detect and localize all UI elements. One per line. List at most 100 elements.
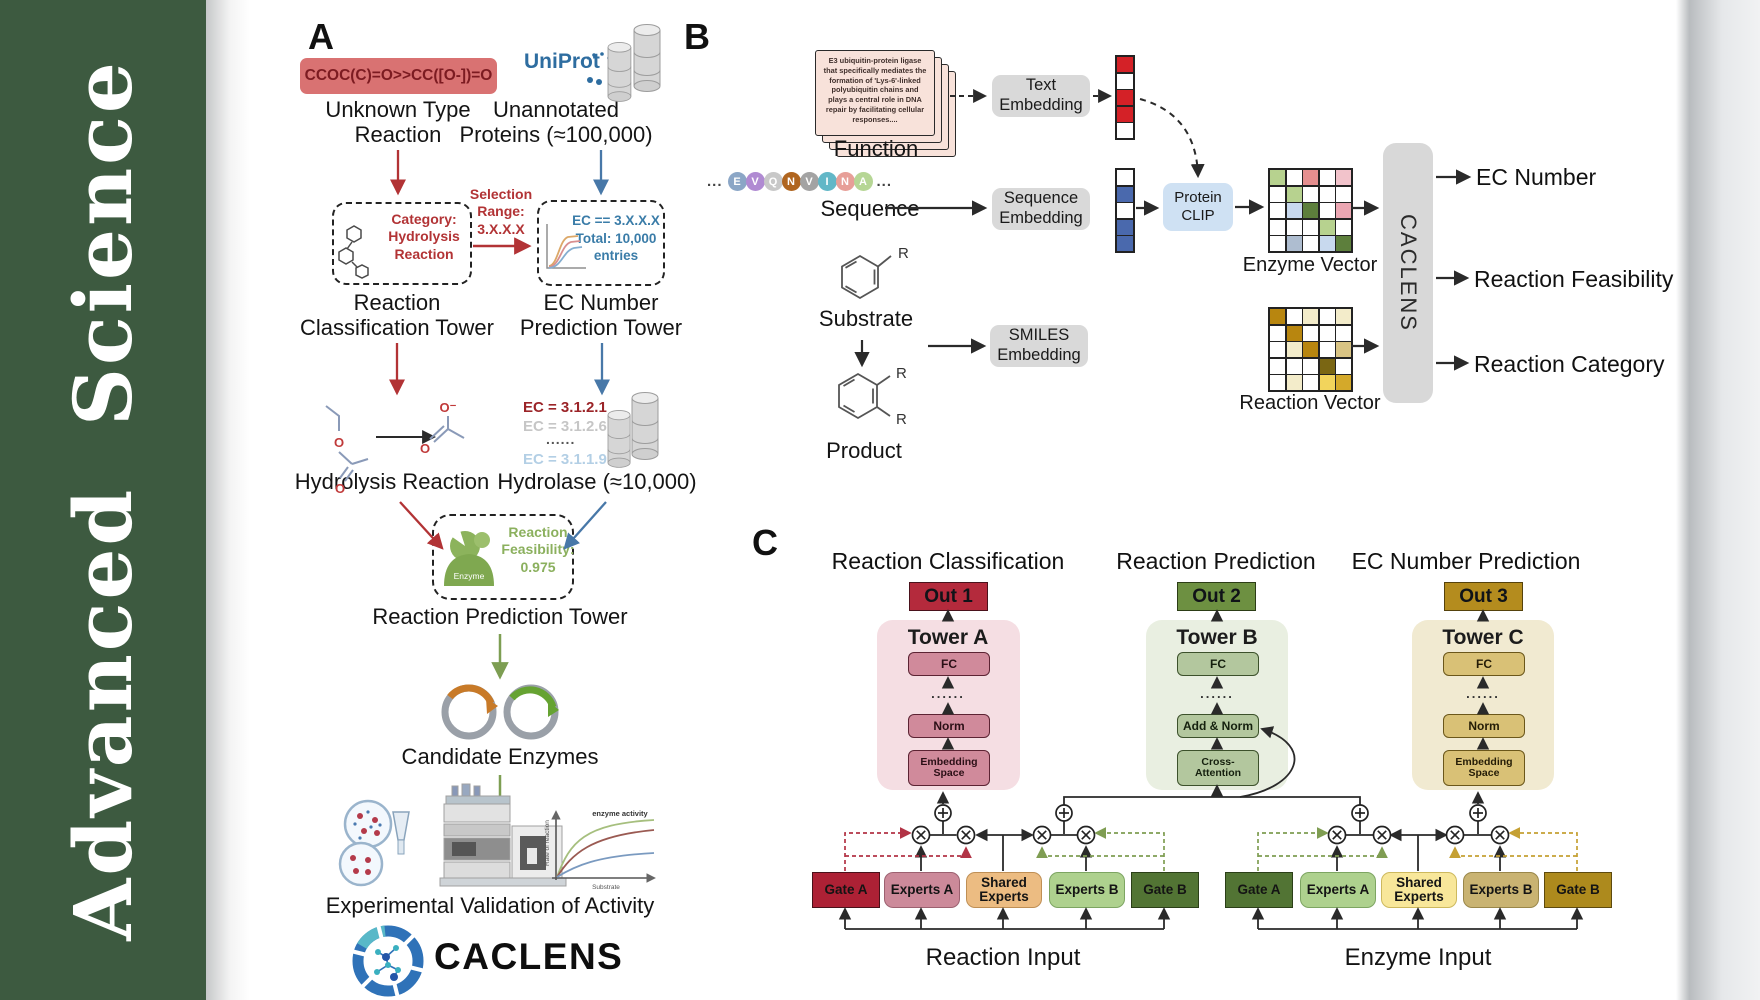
- database-icon: [607, 24, 661, 102]
- matrix-cell: [1336, 309, 1351, 324]
- residue-circle: N: [781, 172, 801, 191]
- caclens-bar-text: CACLENS: [1396, 214, 1421, 332]
- matrix-cell: [1303, 375, 1318, 390]
- residue-circle: V: [745, 172, 765, 191]
- vector-cell: [1117, 203, 1133, 218]
- output-reaction-category: Reaction Category: [1474, 351, 1665, 377]
- matrix-cell: [1303, 219, 1318, 235]
- database-icon: [607, 392, 659, 468]
- function-card: E3 ubiquitin-protein ligase that specifi…: [815, 50, 935, 136]
- residue-circle: E: [727, 172, 747, 191]
- caclens-bar: CACLENS: [1383, 143, 1433, 403]
- ec-list-item: EC = 3.1.2.1: [523, 399, 607, 416]
- gate-a-right: Gate A: [1225, 872, 1293, 908]
- out2-box: Out 2: [1177, 582, 1256, 611]
- matrix-cell: [1270, 219, 1285, 235]
- vector-cell: [1117, 106, 1133, 122]
- vector-cell: [1117, 57, 1133, 72]
- hydrolase-caption: Hydrolase (≈10,000): [497, 469, 697, 494]
- function-card-text: E3 ubiquitin-protein ligase that specifi…: [823, 56, 927, 124]
- r-group-label: R: [896, 365, 907, 382]
- tower-b-addnorm-block: Add & Norm: [1177, 714, 1259, 738]
- ec-filter-text: EC == 3.X.X.X Total: 10,000 entries: [572, 213, 660, 264]
- matrix-cell: [1286, 358, 1302, 374]
- output-reaction-feasibility: Reaction Feasibility: [1474, 266, 1674, 292]
- matrix-cell: [1286, 325, 1302, 341]
- caclens-logo-icon: [350, 923, 426, 999]
- matrix-cell: [1286, 170, 1302, 185]
- matrix-cell: [1319, 236, 1335, 251]
- matrix-cell: [1336, 219, 1351, 235]
- matrix-cell: [1319, 186, 1335, 202]
- vector-cell: [1117, 236, 1133, 251]
- matrix-cell: [1319, 203, 1335, 218]
- residue-circle: V: [799, 172, 819, 191]
- enzyme-vector-label: Enzyme Vector: [1242, 254, 1378, 276]
- gate-a-left-signal: [844, 827, 972, 871]
- shared-experts-right: Shared Experts: [1381, 872, 1457, 908]
- tower-c-name: Tower C: [1442, 626, 1524, 649]
- experts-a-right: Experts A: [1300, 872, 1376, 908]
- category-text: Category: Hydrolysis Reaction: [388, 211, 460, 262]
- matrix-cell: [1336, 170, 1351, 185]
- ec-tower-caption: EC Number Prediction Tower: [519, 290, 683, 341]
- smiles-embedding-box: SMILES Embedding: [990, 325, 1088, 367]
- vector-cell: [1117, 73, 1133, 89]
- plasmid-icons: [441, 684, 559, 740]
- matrix-cell: [1319, 309, 1335, 324]
- svg-text:O: O: [334, 435, 344, 450]
- experts-b-right: Experts B: [1463, 872, 1539, 908]
- column-title-reaction-prediction: Reaction Prediction: [1116, 548, 1316, 574]
- ec-list-item: EC = 3.1.2.6: [523, 418, 607, 435]
- residue-chain: ... E V Q N V I N A...: [702, 172, 897, 191]
- caclens-wordmark: CACLENS: [434, 936, 624, 977]
- tower-c-fc-block: FC: [1443, 652, 1525, 676]
- shared-experts-left: Shared Experts: [966, 872, 1042, 908]
- matrix-cell: [1286, 236, 1302, 251]
- selection-range-label: Selection Range: 3.X.X.X: [469, 186, 533, 237]
- matrix-cell: [1336, 358, 1351, 374]
- matrix-cell: [1303, 203, 1318, 218]
- column-title-ec-number-prediction: EC Number Prediction: [1351, 548, 1581, 574]
- tower-a-norm-block: Norm: [908, 714, 990, 738]
- matrix-cell: [1270, 170, 1285, 185]
- r-group-label: R: [898, 245, 909, 262]
- matrix-cell: [1270, 186, 1285, 202]
- product-molecule: R R: [838, 365, 907, 428]
- matrix-cell: [1286, 219, 1302, 235]
- tower-b-fc-block: FC: [1177, 652, 1259, 676]
- tower-b-dots: ......: [1200, 686, 1234, 701]
- residue-circle: N: [835, 172, 855, 191]
- matrix-cell: [1270, 358, 1285, 374]
- matrix-cell: [1336, 375, 1351, 390]
- page-left-shadow: [206, 0, 250, 1000]
- feasibility-text: Reaction Feasibility: 0.975: [501, 524, 575, 575]
- category-dashed-box: [332, 202, 472, 285]
- product-caption: Product: [826, 438, 902, 463]
- matrix-cell: [1270, 375, 1285, 390]
- out3-box: Out 3: [1444, 582, 1523, 611]
- journal-sidebar: Advanced Science: [0, 0, 206, 1000]
- tower-b-crossattention-block: Cross- Attention: [1177, 750, 1259, 786]
- matrix-cell: [1336, 236, 1351, 251]
- activity-mini-chart: enzyme activity Rate of reaction Substra…: [544, 809, 656, 891]
- tower-a-fc-block: FC: [908, 652, 990, 676]
- tower-c-dots: ......: [1466, 686, 1500, 701]
- svg-text:O: O: [420, 441, 430, 456]
- reaction-vector-matrix: [1268, 307, 1353, 392]
- matrix-cell: [1270, 325, 1285, 341]
- vector-cell: [1117, 123, 1133, 138]
- enzyme-vector-matrix: [1268, 168, 1353, 253]
- tower-b-name: Tower B: [1176, 626, 1258, 649]
- panel-b-label: B: [684, 16, 710, 57]
- experts-b-left: Experts B: [1049, 872, 1125, 908]
- panel-c-label: C: [752, 522, 778, 563]
- substrate-caption: Substrate: [818, 306, 914, 331]
- residue-circle: A: [853, 172, 873, 191]
- residue-circle: Q: [763, 172, 783, 191]
- microscopy-dish-icons: [338, 799, 410, 887]
- sequence-ellipsis: ...: [707, 173, 723, 190]
- tower-c-embedding-block: Embedding Space: [1443, 750, 1525, 786]
- sequence-ellipsis: ...: [876, 173, 893, 190]
- sequence-embedding-vector: [1115, 168, 1135, 253]
